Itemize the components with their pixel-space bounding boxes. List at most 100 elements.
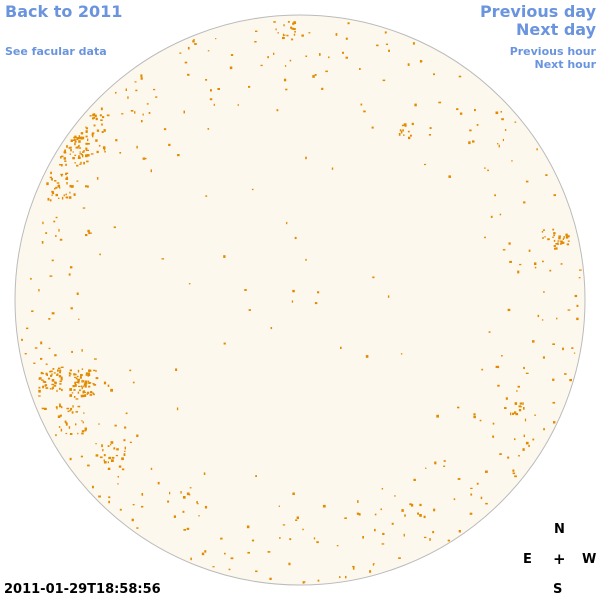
- feature-dot: [150, 169, 152, 173]
- feature-dot: [59, 383, 62, 385]
- feature-dot: [57, 185, 61, 188]
- feature-dot: [84, 427, 87, 431]
- feature-dot: [85, 130, 88, 133]
- feature-dot: [186, 527, 190, 530]
- feature-dot: [401, 124, 404, 127]
- feature-dot: [88, 382, 91, 384]
- feature-dot: [68, 196, 72, 199]
- feature-dot: [282, 37, 285, 40]
- feature-dot: [142, 157, 146, 160]
- next-day-link[interactable]: Next day: [516, 20, 596, 39]
- feature-dot: [474, 109, 476, 112]
- feature-dot: [167, 500, 170, 503]
- feature-dot: [107, 461, 109, 464]
- feature-dot: [74, 162, 76, 164]
- feature-dot: [424, 536, 427, 539]
- feature-dot: [267, 56, 269, 59]
- feature-dot: [398, 557, 401, 559]
- feature-dot: [86, 154, 89, 156]
- feature-dot: [59, 403, 61, 406]
- feature-dot: [369, 570, 372, 573]
- feature-dot: [90, 153, 94, 155]
- feature-dot: [40, 379, 44, 381]
- feature-dot: [292, 289, 295, 293]
- feature-dot: [60, 164, 63, 167]
- feature-dot: [345, 575, 347, 579]
- feature-dot: [248, 85, 251, 88]
- feature-dot: [76, 375, 79, 378]
- feature-dot: [279, 537, 281, 539]
- feature-dot: [31, 310, 34, 312]
- feature-dot: [79, 389, 81, 392]
- feature-dot: [509, 260, 512, 263]
- feature-dot: [70, 307, 73, 310]
- back-to-year-link[interactable]: Back to 2011: [5, 2, 123, 21]
- feature-dot: [82, 421, 84, 424]
- feature-dot: [428, 134, 431, 136]
- feature-dot: [54, 381, 57, 383]
- feature-dot: [495, 111, 499, 115]
- feature-dot: [103, 461, 107, 464]
- feature-dot: [74, 140, 77, 143]
- feature-dot: [516, 390, 518, 392]
- previous-day-link[interactable]: Previous day: [479, 2, 596, 21]
- feature-dot: [38, 389, 41, 393]
- next-hour-link[interactable]: Next hour: [534, 58, 597, 71]
- feature-dot: [293, 21, 296, 24]
- feature-dot: [80, 385, 83, 387]
- feature-dot: [70, 185, 74, 188]
- feature-dot: [68, 375, 71, 377]
- feature-dot: [144, 157, 147, 160]
- feature-dot: [528, 444, 530, 447]
- feature-dot: [424, 163, 427, 166]
- feature-dot: [74, 373, 77, 376]
- feature-dot: [74, 142, 76, 146]
- feature-dot: [339, 576, 341, 578]
- feature-dot: [564, 373, 567, 375]
- feature-dot: [76, 381, 79, 384]
- solar-disk: [14, 14, 586, 586]
- feature-dot: [92, 113, 95, 117]
- feature-dot: [481, 368, 484, 371]
- feature-dot: [115, 455, 118, 457]
- feature-dot: [55, 235, 57, 237]
- feature-dot: [508, 242, 511, 245]
- feature-dot: [79, 153, 83, 155]
- feature-dot: [121, 468, 125, 471]
- feature-dot: [45, 387, 49, 389]
- feature-dot: [77, 405, 81, 408]
- feature-dot: [111, 456, 115, 459]
- feature-dot: [340, 346, 342, 349]
- feature-dot: [282, 524, 286, 526]
- feature-dot: [335, 33, 338, 36]
- feature-dot: [59, 369, 62, 372]
- feature-dot: [210, 89, 212, 92]
- feature-dot: [276, 109, 279, 112]
- feature-dot: [492, 422, 495, 425]
- feature-dot: [79, 376, 82, 379]
- feature-dot: [104, 151, 106, 153]
- feature-dot: [48, 347, 51, 350]
- feature-dot: [74, 135, 77, 139]
- feature-dot: [69, 153, 71, 155]
- feature-dot: [142, 113, 144, 116]
- feature-dot: [183, 110, 185, 114]
- feature-dot: [78, 318, 80, 320]
- feature-dot: [51, 312, 55, 315]
- feature-dot: [42, 380, 45, 383]
- feature-dot: [100, 107, 103, 111]
- feature-dot: [68, 273, 71, 276]
- feature-dot: [565, 233, 568, 237]
- previous-hour-link[interactable]: Previous hour: [509, 45, 596, 58]
- feature-dot: [75, 411, 78, 413]
- feature-dot: [434, 461, 437, 465]
- feature-dot: [499, 453, 502, 455]
- feature-dot: [45, 363, 48, 365]
- feature-dot: [312, 75, 315, 78]
- feature-dot: [525, 180, 529, 183]
- see-facular-data-link[interactable]: See facular data: [5, 45, 107, 58]
- feature-dot: [543, 428, 545, 431]
- feature-dot: [290, 26, 293, 29]
- feature-dot: [302, 581, 305, 584]
- feature-dot: [59, 372, 61, 374]
